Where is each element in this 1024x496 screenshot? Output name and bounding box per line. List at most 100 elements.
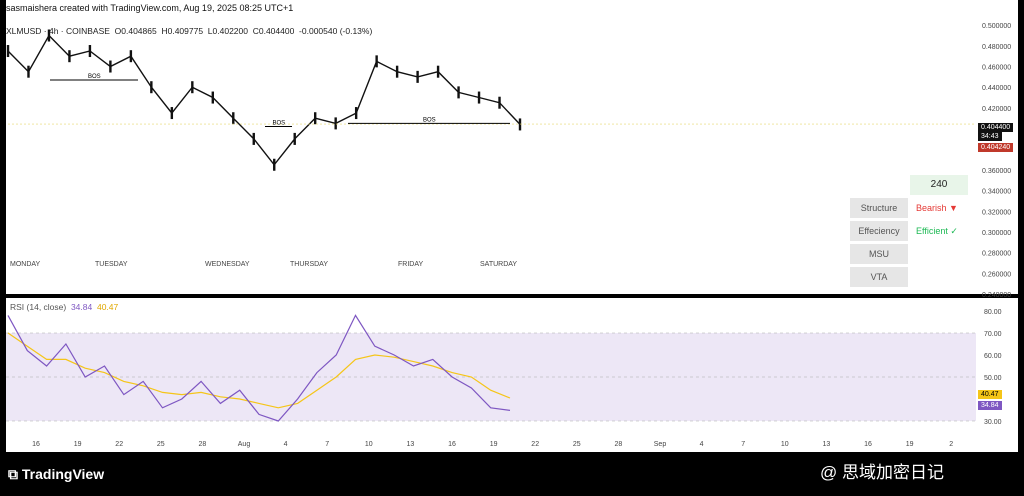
price-candle [88,45,92,58]
rsi-tick-label: 70.00 [984,331,1002,338]
price-tick-label: 0.320000 [982,209,1011,216]
time-tick-label: 19 [906,441,914,448]
time-tick-label: 10 [365,441,373,448]
day-label: MONDAY [10,261,41,268]
time-tick-label: 4 [284,441,288,448]
price-candle [252,132,255,145]
marker-price-tag: 0.404240 [978,143,1014,152]
price-candle [395,65,399,78]
price-candle [477,91,481,104]
time-tick-label: 22 [531,441,539,448]
price-tick-label: 0.360000 [982,168,1011,175]
low-value: L0.402200 [207,26,248,36]
rsi-band [6,333,976,421]
price-candle [334,117,337,130]
rsi-tick-label: 80.00 [984,309,1002,316]
price-candle [150,81,153,94]
price-candle [354,107,358,120]
tv-logo-icon: ⧉ [8,466,18,482]
open-value: O0.404865 [114,26,157,36]
rsi-legend-label: RSI (14, close) [10,302,67,312]
change-value: -0.000540 (-0.13%) [299,26,373,36]
high-value: H0.409775 [161,26,204,36]
price-candle [273,158,276,171]
price-candle [436,65,440,78]
price-panel [6,20,976,294]
time-tick-label: 13 [407,441,415,448]
rsi-legend: RSI (14, close) 34.84 40.47 [10,302,118,312]
tv-brand: TradingView [21,466,105,482]
time-tick-label: Sep [654,441,667,448]
price-axis [976,20,1018,294]
time-tick-label: 16 [32,441,40,448]
time-tick-label: 10 [781,441,789,448]
timeframe-cell: 240 [910,175,968,195]
efficiency-label: Effeciency [850,221,908,241]
price-candle [47,29,51,42]
countdown-tag: 34:43 [978,132,1002,141]
price-candle [293,132,296,145]
rsi-tick-label: 30.00 [984,419,1002,426]
time-tick-label: 19 [74,441,82,448]
day-label: THURSDAY [290,261,328,268]
day-label: SATURDAY [480,261,517,268]
day-label: WEDNESDAY [205,261,250,268]
rsi-tick-label: 60.00 [984,353,1002,360]
price-candle [232,112,235,125]
time-tick-label: 4 [700,441,704,448]
structure-value: Bearish ▼ [916,203,958,213]
time-axis [6,434,1018,452]
symbol-name[interactable]: XLMUSD · 4h · COINBASE [6,26,110,36]
vta-label: VTA [850,267,908,287]
time-tick-label: 22 [115,441,123,448]
efficiency-value: Efficient ✓ [916,226,958,236]
price-candle [498,96,501,109]
time-tick-label: 2 [949,441,953,448]
price-candle [457,86,460,99]
rsi-ma-tag: 40.47 [978,390,1002,399]
price-candle [27,65,30,78]
time-tick-label: 7 [741,441,745,448]
price-candle [170,107,174,120]
rsi-tick-label: 50.00 [984,375,1002,382]
price-candle [416,70,419,83]
bos-label: BOS [423,117,436,123]
rsi-ma-legend-value: 40.47 [96,302,119,312]
price-candle [109,60,112,73]
price-tick-label: 0.460000 [982,65,1011,72]
watermark-text: @ 思域加密日记 [820,463,944,482]
time-tick-label: 16 [864,441,872,448]
tradingview-logo: ⧉ TradingView [8,466,104,483]
time-tick-label: 13 [823,441,831,448]
rsi-axis [976,298,1018,434]
price-tick-label: 0.280000 [982,251,1011,258]
time-tick-label: 19 [490,441,498,448]
price-candle [314,112,317,125]
day-label: TUESDAY [95,261,128,268]
price-tick-label: 0.480000 [982,44,1011,51]
time-tick-label: 28 [199,441,207,448]
price-candle [375,55,378,68]
price-candle [191,81,194,94]
price-line [7,34,521,166]
price-tick-label: 0.300000 [982,230,1011,237]
price-candle [211,91,214,104]
price-tick-label: 0.340000 [982,189,1011,196]
time-tick-label: 7 [325,441,329,448]
chart-credit: sasmaishera created with TradingView.com… [6,3,294,13]
last-price-tag: 0.404400 [978,123,1014,132]
day-label: FRIDAY [398,261,423,268]
price-tick-label: 0.240000 [982,292,1011,299]
price-candle [68,50,71,63]
time-tick-label: 25 [573,441,581,448]
msu-label: MSU [850,244,908,264]
price-tick-label: 0.260000 [982,271,1011,278]
time-tick-label: 16 [448,441,456,448]
price-tick-label: 0.440000 [982,85,1011,92]
close-value: C0.404400 [252,26,295,36]
structure-label: Structure [850,198,908,218]
rsi-legend-value: 34.84 [70,302,93,312]
rsi-line [7,314,511,422]
price-candle [6,45,10,58]
time-tick-label: 28 [615,441,623,448]
